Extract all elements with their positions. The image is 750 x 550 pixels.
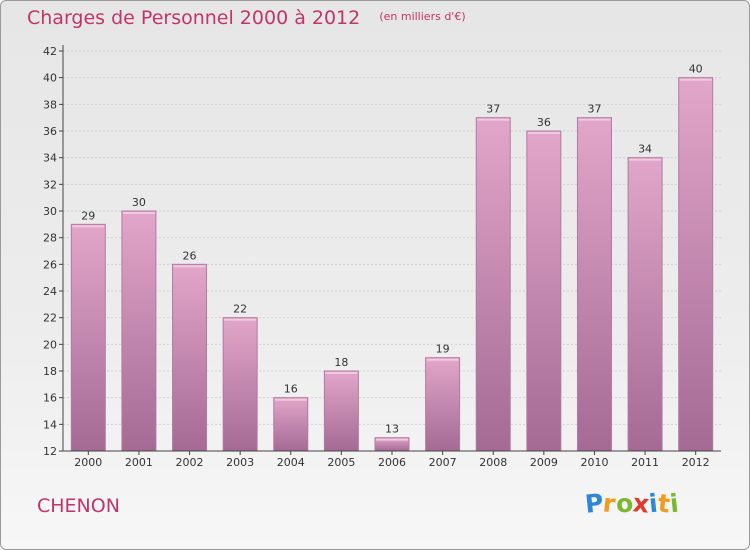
x-tick-label: 2006 <box>378 456 406 469</box>
data-label: 40 <box>689 63 703 76</box>
data-label: 18 <box>334 356 348 369</box>
bar-highlight <box>122 212 155 214</box>
y-tick-label: 18 <box>43 365 57 378</box>
y-tick-label: 38 <box>43 98 57 111</box>
x-tick-label: 2008 <box>479 456 507 469</box>
y-tick-label: 28 <box>43 232 57 245</box>
chart-title: Charges de Personnel 2000 à 2012 (en mil… <box>27 7 466 29</box>
place-name: CHENON <box>37 495 120 517</box>
bar-highlight <box>173 265 206 268</box>
y-tick-label: 12 <box>43 445 57 458</box>
y-tick-label: 24 <box>43 285 57 298</box>
bar-2004 <box>273 397 309 452</box>
chart-title-main: Charges de Personnel 2000 à 2012 <box>27 7 361 29</box>
chart-title-unit: (en milliers d'€) <box>379 10 466 23</box>
bar-highlight <box>578 118 611 121</box>
grid <box>63 50 721 452</box>
y-tick-label: 36 <box>43 125 57 138</box>
bar-highlight <box>527 132 560 134</box>
bar-highlight <box>426 358 459 361</box>
bar-2011 <box>627 157 663 452</box>
y-tick-label: 22 <box>43 312 57 325</box>
bar-2009 <box>526 130 562 452</box>
y-tick-label: 26 <box>43 258 57 271</box>
bar-highlight <box>477 118 510 121</box>
bar-highlight <box>274 398 307 401</box>
bar-2008 <box>475 117 511 452</box>
bar-2005 <box>323 370 359 452</box>
x-tick-label: 2000 <box>74 456 102 469</box>
y-tick-label: 14 <box>43 418 57 431</box>
x-tick-label: 2004 <box>277 456 305 469</box>
data-label: 22 <box>233 303 247 316</box>
data-label: 34 <box>638 143 652 156</box>
data-label: 36 <box>537 116 551 129</box>
bar-2002 <box>172 263 208 452</box>
x-tick-label: 2009 <box>530 456 558 469</box>
y-tick-label: 34 <box>43 152 57 165</box>
x-tick-label: 2011 <box>631 456 659 469</box>
proxiti-logo: Proxiti <box>584 488 680 523</box>
x-tick-label: 2002 <box>176 456 204 469</box>
bar-highlight <box>224 318 257 321</box>
x-tick-label: 2010 <box>580 456 608 469</box>
bar-highlight <box>72 225 105 228</box>
data-label: 19 <box>436 343 450 356</box>
bar-highlight <box>679 78 712 81</box>
data-label: 13 <box>385 423 399 436</box>
x-tick-label: 2005 <box>327 456 355 469</box>
bar-highlight <box>376 438 408 441</box>
logo-letter: i <box>668 488 680 519</box>
bar-2012 <box>678 77 714 452</box>
bar-2001 <box>121 210 157 452</box>
data-label: 26 <box>183 249 197 262</box>
y-tick-label: 16 <box>43 392 57 405</box>
y-tick-label: 42 <box>43 45 57 58</box>
data-label: 37 <box>486 103 500 116</box>
bar-2007 <box>425 357 461 452</box>
bar-2003 <box>222 317 258 452</box>
data-label: 37 <box>587 103 601 116</box>
y-tick-label: 30 <box>43 205 57 218</box>
x-tick-label: 2001 <box>125 456 153 469</box>
y-tick-label: 20 <box>43 338 57 351</box>
bar-2010 <box>576 117 612 452</box>
data-label: 16 <box>284 383 298 396</box>
labels: 29 30 26 22 16 18 13 19 37 36 37 34 40 <box>81 63 702 436</box>
bars <box>70 77 714 452</box>
bar-2000 <box>70 223 106 452</box>
bar-highlight <box>325 372 358 374</box>
y-tick-label: 32 <box>43 178 57 191</box>
x-tick-label: 2003 <box>226 456 254 469</box>
data-label: 30 <box>132 196 146 209</box>
x-tick-label: 2007 <box>429 456 457 469</box>
data-label: 29 <box>81 209 95 222</box>
bar-highlight <box>629 158 662 161</box>
x-tick-label: 2012 <box>682 456 710 469</box>
axes: 12 14 16 18 20 22 24 26 28 30 32 34 36 38 40 42 2000 2001… <box>43 45 721 469</box>
y-tick-label: 40 <box>43 72 57 85</box>
